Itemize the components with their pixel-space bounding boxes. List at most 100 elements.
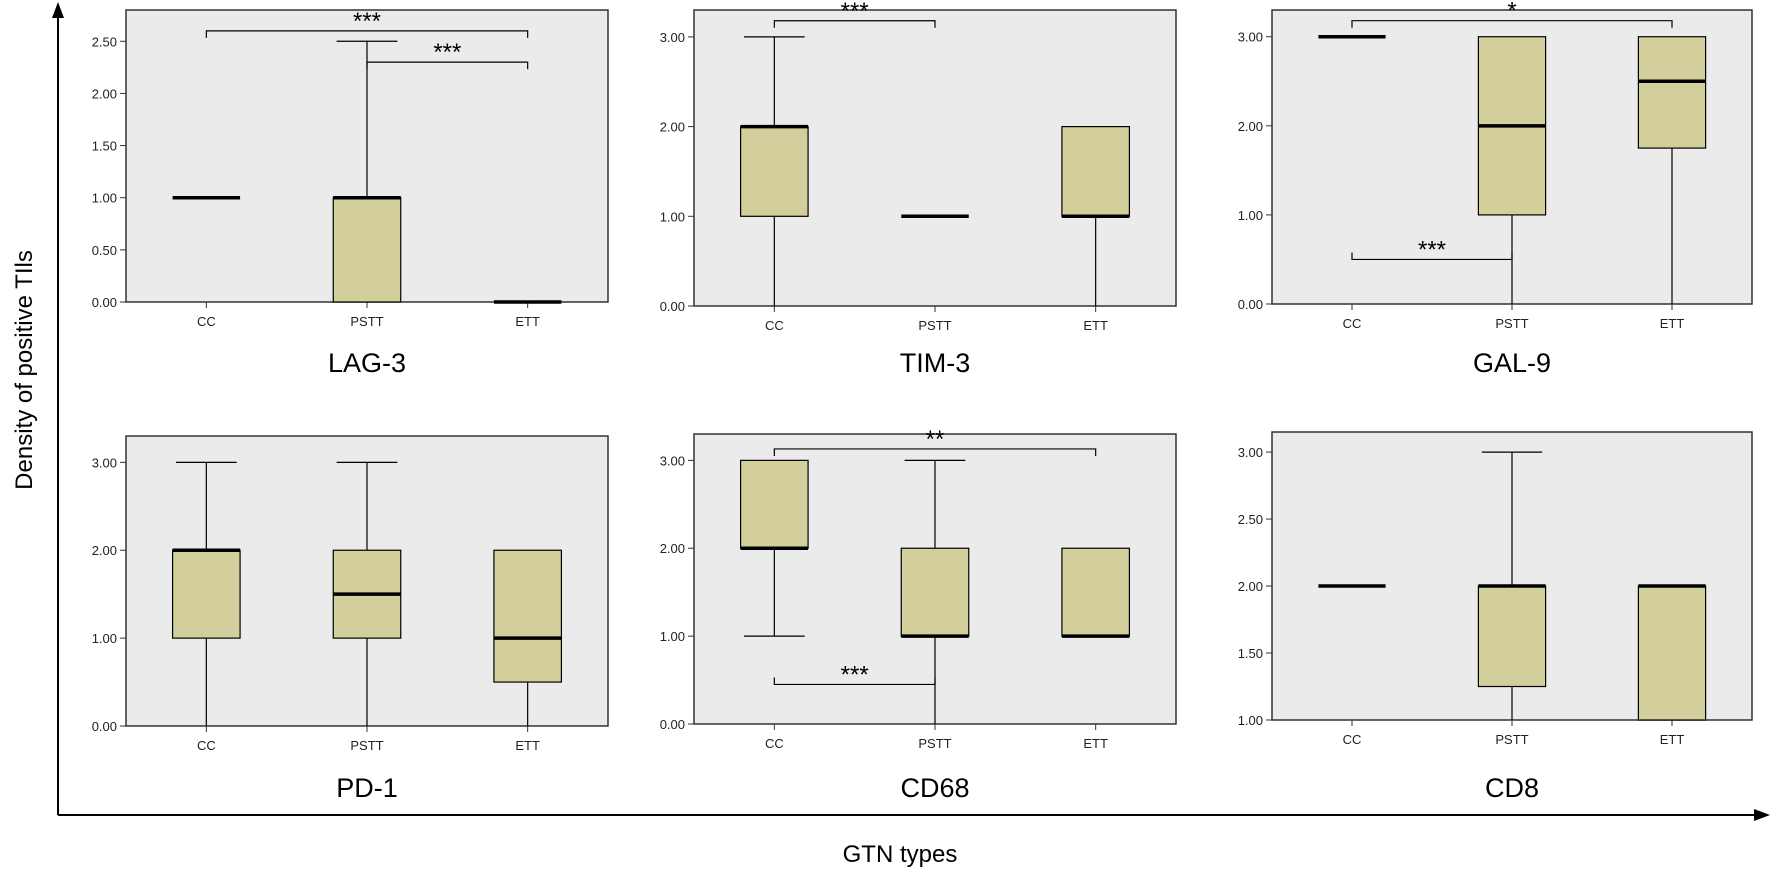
- box-pstt: [332, 461, 402, 726]
- significance-bracket: *: [1351, 0, 1673, 28]
- x-tick-label: ETT: [515, 738, 540, 753]
- panel-title: CD8: [1485, 773, 1539, 803]
- box-ett: [493, 549, 563, 726]
- y-tick-label: 0.50: [92, 243, 117, 258]
- x-tick-label: CC: [765, 736, 784, 751]
- box-pstt: [332, 40, 402, 303]
- significance-bracket: ***: [1351, 236, 1513, 263]
- x-tick-label: CC: [197, 738, 216, 753]
- y-tick-label: 3.00: [1238, 30, 1263, 45]
- bracket-line: [773, 677, 936, 686]
- panel-title: LAG-3: [328, 348, 406, 378]
- y-tick-label: 2.00: [92, 543, 117, 558]
- significance-label: ***: [1418, 236, 1446, 263]
- x-tick-label: CC: [197, 314, 216, 329]
- y-tick-label: 1.00: [660, 209, 685, 224]
- significance-bracket: ***: [205, 8, 529, 38]
- bracket-line: [773, 20, 936, 28]
- y-tick-label: 3.00: [660, 30, 685, 45]
- y-tick-label: 2.00: [660, 541, 685, 556]
- iqr-box: [1637, 36, 1707, 149]
- y-tick-label: 0.00: [1238, 297, 1263, 312]
- box-pstt: [900, 459, 970, 724]
- significance-label: *: [1507, 0, 1516, 25]
- bracket-line: [773, 448, 1097, 456]
- y-tick-label: 2.50: [92, 34, 117, 49]
- x-tick-label: CC: [1343, 732, 1362, 747]
- y-tick-label: 2.00: [92, 86, 117, 101]
- y-tick-label: 0.00: [92, 295, 117, 310]
- y-tick-label: 0.00: [660, 717, 685, 732]
- iqr-box: [1061, 547, 1131, 637]
- iqr-box: [332, 197, 402, 303]
- box-pstt: [1477, 451, 1547, 720]
- significance-label: ***: [353, 8, 381, 35]
- significance-label: **: [926, 426, 945, 453]
- x-tick-label: ETT: [1660, 316, 1685, 331]
- iqr-box: [1477, 585, 1547, 688]
- iqr-box: [493, 549, 563, 683]
- panel-lag3: 0.00 0.50 1.00 1.50 2.00 2.50 CC PSTT ETT *** *** L…: [92, 8, 609, 378]
- significance-bracket: ***: [773, 661, 936, 688]
- x-tick-label: PSTT: [1495, 316, 1528, 331]
- bracket-line: [205, 30, 529, 38]
- x-tick-label: ETT: [515, 314, 540, 329]
- panel-title: PD-1: [336, 773, 398, 803]
- global-x-axis-label: GTN types: [843, 841, 958, 868]
- panel-tim3: 0.00 1.00 2.00 3.00 CC PSTT ETT *** TIM-3: [660, 0, 1177, 378]
- iqr-box: [171, 549, 241, 639]
- bracket-line: [1351, 252, 1513, 261]
- box-cc: [171, 461, 241, 726]
- significance-bracket: **: [773, 426, 1097, 456]
- panel-cd8: 1.00 1.50 2.00 2.50 3.00 CC PSTT ETT CD8: [1238, 431, 1753, 803]
- y-tick-label: 2.50: [1238, 512, 1263, 527]
- box-cc: [739, 459, 809, 637]
- bracket-line: [366, 61, 529, 70]
- panel-title: CD68: [900, 773, 969, 803]
- panel-pd1: 0.00 1.00 2.00 3.00 CC PSTT ETT PD-1: [92, 435, 609, 803]
- x-tick-label: PSTT: [1495, 732, 1528, 747]
- panel-title: TIM-3: [900, 348, 971, 378]
- x-tick-label: PSTT: [918, 736, 951, 751]
- significance-bracket: ***: [366, 39, 529, 70]
- panel-title: GAL-9: [1473, 348, 1551, 378]
- iqr-box: [739, 126, 809, 217]
- global-y-axis-label: Density of positive TIls: [11, 250, 38, 490]
- y-tick-label: 0.00: [660, 299, 685, 314]
- significance-label: ***: [841, 661, 869, 688]
- box-ett: [1061, 126, 1131, 306]
- y-tick-label: 1.00: [660, 629, 685, 644]
- box-cc: [739, 36, 809, 306]
- y-tick-label: 3.00: [1238, 445, 1263, 460]
- significance-label: ***: [841, 0, 869, 25]
- global-x-axis-arrow: [1754, 809, 1770, 821]
- x-tick-label: ETT: [1083, 736, 1108, 751]
- box-ett: [1637, 36, 1707, 304]
- significance-label: ***: [433, 39, 461, 66]
- y-tick-label: 1.00: [92, 191, 117, 206]
- iqr-box: [1061, 126, 1131, 217]
- significance-bracket: ***: [773, 0, 936, 28]
- iqr-box: [1637, 585, 1707, 721]
- y-tick-label: 2.00: [1238, 119, 1263, 134]
- box-pstt: [1477, 36, 1547, 304]
- y-tick-label: 1.50: [1238, 646, 1263, 661]
- box-ett: [1061, 547, 1131, 638]
- y-tick-label: 0.00: [92, 719, 117, 734]
- y-tick-label: 3.00: [660, 453, 685, 468]
- iqr-box: [739, 459, 809, 549]
- y-tick-label: 1.00: [1238, 713, 1263, 728]
- y-tick-label: 2.00: [1238, 579, 1263, 594]
- y-tick-label: 1.00: [1238, 208, 1263, 223]
- x-tick-label: PSTT: [918, 318, 951, 333]
- y-tick-label: 1.50: [92, 139, 117, 154]
- x-tick-label: PSTT: [350, 314, 383, 329]
- x-tick-label: ETT: [1660, 732, 1685, 747]
- x-tick-label: CC: [1343, 316, 1362, 331]
- x-tick-label: ETT: [1083, 318, 1108, 333]
- box-ett: [1637, 584, 1707, 721]
- y-tick-label: 3.00: [92, 455, 117, 470]
